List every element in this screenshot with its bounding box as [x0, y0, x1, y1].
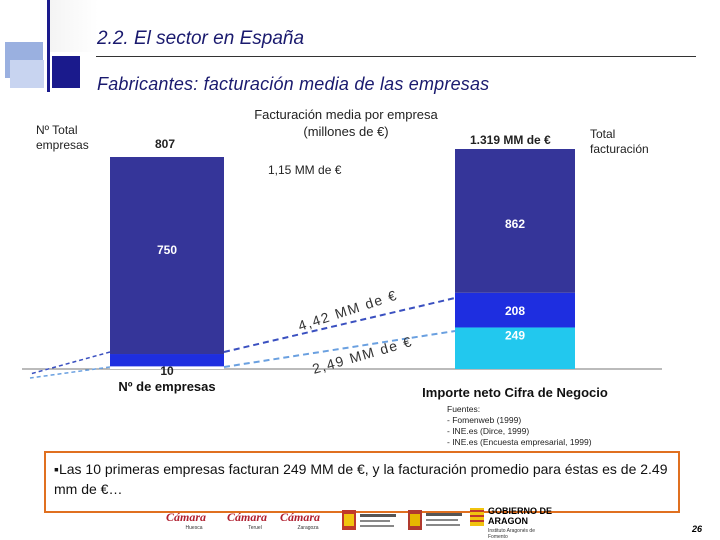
- ministry-emblem-icon: [408, 510, 462, 530]
- section-title: 2.2. El sector en España: [97, 28, 305, 49]
- bar-segment: [455, 327, 575, 369]
- sources-title: Fuentes:: [447, 404, 481, 414]
- header-square-deco: [10, 60, 44, 88]
- ministry-logo: [340, 508, 400, 532]
- x-axis-label: Importe neto Cifra de Negocio: [422, 385, 608, 400]
- bar-segment: [110, 157, 224, 355]
- gobierno-aragon-logo: GOBIERNO DE ARAGON Instituto Aragonés de…: [470, 506, 553, 540]
- avg-all-label: 1,15 MM de €: [268, 163, 342, 177]
- companies-total-label: 807: [155, 137, 176, 151]
- camara-huesca-logo: Cámara Huesca: [166, 510, 207, 531]
- bar-segment: [455, 292, 575, 328]
- header-vertical-line: [47, 0, 50, 92]
- title-rule: [96, 56, 696, 57]
- header-square-deco: [52, 56, 80, 88]
- page-subtitle: Fabricantes: facturación media de las em…: [97, 74, 490, 94]
- bar-segment: [110, 366, 224, 369]
- gobierno-aragon-text: GOBIERNO DE ARAGON: [488, 506, 553, 526]
- bar-segment: [455, 149, 575, 293]
- ministry-logo: [406, 508, 466, 532]
- gobierno-aragon-sub: Instituto Aragonés de Fomento: [488, 528, 535, 540]
- avg-top-249-label: 2,49 MM de €: [310, 333, 414, 377]
- source-item: - INE.es (Dirce, 1999): [447, 426, 530, 436]
- ministry-emblem-icon: [342, 510, 396, 530]
- bar-data-label: 10: [160, 364, 174, 378]
- camara-teruel-logo: Cámara Teruel: [227, 510, 268, 531]
- callout-text: ▪Las 10 primeras empresas facturan 249 M…: [54, 461, 668, 497]
- avg-revenue-label: Facturación media por empresa (millones …: [254, 107, 438, 139]
- sources-block: Fuentes: - Fomenweb (1999) - INE.es (Dir…: [447, 404, 592, 448]
- x-axis-label: Nº de empresas: [118, 379, 215, 394]
- total-revenue-label: Total facturación: [590, 127, 649, 156]
- header-gradient-deco: [50, 0, 98, 52]
- bar-data-label: 208: [505, 304, 525, 318]
- connector-line-bottom: [223, 330, 456, 368]
- bar-data-label: 249: [505, 328, 525, 342]
- aragon-flag-icon: [470, 508, 484, 526]
- callout-box: ▪Las 10 primeras empresas facturan 249 M…: [44, 451, 680, 513]
- bar-data-label: 862: [505, 217, 525, 231]
- bar-data-label: 750: [157, 243, 177, 257]
- source-item: - Fomenweb (1999): [447, 415, 522, 425]
- revenue-total-label: 1.319 MM de €: [470, 133, 551, 147]
- page-number: 26: [691, 524, 702, 534]
- bar-segment: [110, 354, 224, 367]
- connector-line-left: [29, 351, 111, 375]
- avg-top-208-label: 4,42 MM de €: [296, 287, 399, 334]
- num-companies-label: Nº Total empresas: [36, 123, 89, 152]
- source-item: - INE.es (Encuesta empresarial, 1999): [447, 437, 592, 447]
- camara-zaragoza-logo: Cámara Zaragoza: [280, 510, 321, 531]
